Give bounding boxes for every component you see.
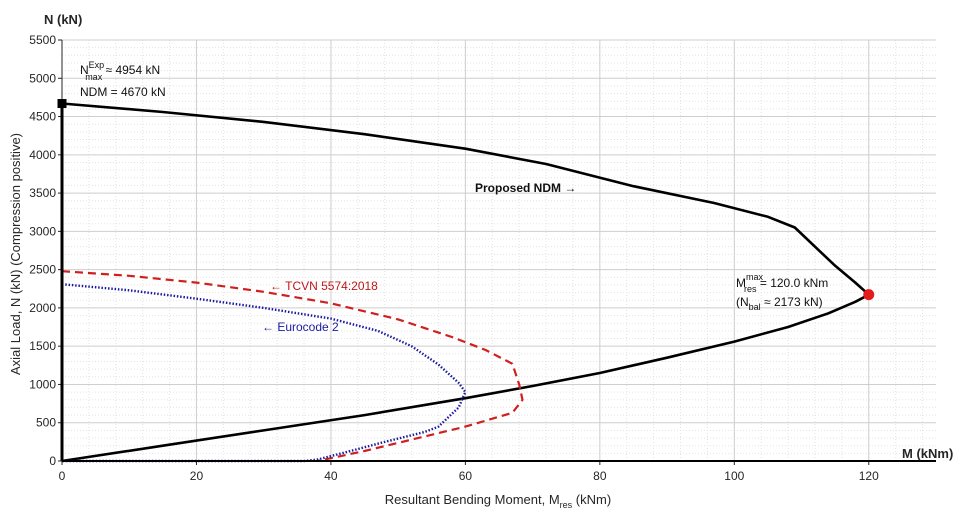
nmax-annotation: NExp max ≈ 4954 kN [80, 60, 160, 82]
mres-annotation: Mmax res = 120.0 kNm [736, 272, 828, 294]
series-layer [61, 102, 871, 463]
eurocode-label: ← Eurocode 2 [262, 320, 339, 334]
major-grid [61, 39, 936, 462]
minor-grid [61, 39, 936, 462]
y-tick-label: 2500 [29, 263, 56, 277]
y-tick-label: 4000 [29, 148, 56, 162]
y-tick-label: 5000 [29, 71, 56, 85]
y-tick-label: 500 [36, 416, 56, 430]
tcvn-label: ← TCVN 5574:2018 [270, 279, 378, 293]
x-tick-label: 40 [324, 469, 338, 483]
ndm-annotation: NDM = 4670 kN [80, 85, 166, 99]
x-axis-title-sub: res [560, 500, 573, 508]
y-axis-end-label: N (kN) [44, 12, 82, 27]
x-ticks: 0 20 40 60 80 100 120 [59, 461, 879, 483]
marker-layer [57, 99, 875, 301]
y-tick-label: 5500 [29, 33, 56, 47]
series-line-eurocode-2 [61, 283, 467, 463]
y-tick-label: 2000 [29, 301, 56, 315]
x-tick-label: 0 [59, 469, 66, 483]
y-axis-title: Axial Load, N (kN) (Compression positive… [8, 133, 23, 375]
series-line-proposed-ndm [61, 102, 871, 463]
y-tick-label: 1000 [29, 377, 56, 391]
marker-square [57, 99, 67, 109]
series-line-tcvn-5574-2018 [61, 270, 524, 463]
y-tick-label: 3000 [29, 224, 56, 238]
y-tick-label: 1500 [29, 339, 56, 353]
marker-circle [863, 289, 875, 301]
x-tick-label: 20 [190, 469, 204, 483]
y-tick-label: 0 [49, 454, 56, 468]
proposed-ndm-label: Proposed NDM → [475, 181, 576, 195]
y-ticks: 0 500 1000 1500 2000 2500 3000 3500 4000 4500 5000… [29, 33, 62, 468]
y-tick-label: 4500 [29, 110, 56, 124]
x-tick-label: 120 [859, 469, 879, 483]
x-axis-end-label: M (kNm) [902, 446, 953, 461]
x-tick-label: 100 [724, 469, 744, 483]
x-tick-label: 60 [459, 469, 473, 483]
x-axis-title: Resultant Bending Moment, Mres (kNm) [385, 492, 611, 508]
x-tick-label: 80 [593, 469, 607, 483]
y-tick-label: 3500 [29, 186, 56, 200]
nbal-annotation: (Nbal ≈ 2173 kN) [736, 295, 823, 312]
